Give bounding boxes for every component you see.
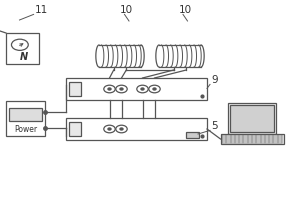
Text: 10: 10 <box>178 5 192 15</box>
Bar <box>66 118 207 140</box>
Bar <box>186 132 200 138</box>
Text: N: N <box>20 52 28 62</box>
Bar <box>6 101 45 136</box>
Bar <box>6 33 39 64</box>
Bar <box>9 108 42 121</box>
Circle shape <box>108 88 111 90</box>
Bar <box>69 82 81 96</box>
Circle shape <box>141 88 144 90</box>
Text: 9: 9 <box>212 75 218 85</box>
Bar <box>69 122 81 136</box>
Bar <box>220 134 284 144</box>
Text: 11: 11 <box>34 5 48 15</box>
Circle shape <box>120 128 123 130</box>
Bar <box>228 103 276 134</box>
Text: 5: 5 <box>212 121 218 131</box>
Circle shape <box>108 128 111 130</box>
Circle shape <box>120 88 123 90</box>
Text: 10: 10 <box>120 5 133 15</box>
Text: Power: Power <box>14 125 37 134</box>
Circle shape <box>153 88 156 90</box>
Bar <box>230 105 274 132</box>
Bar <box>66 78 207 100</box>
